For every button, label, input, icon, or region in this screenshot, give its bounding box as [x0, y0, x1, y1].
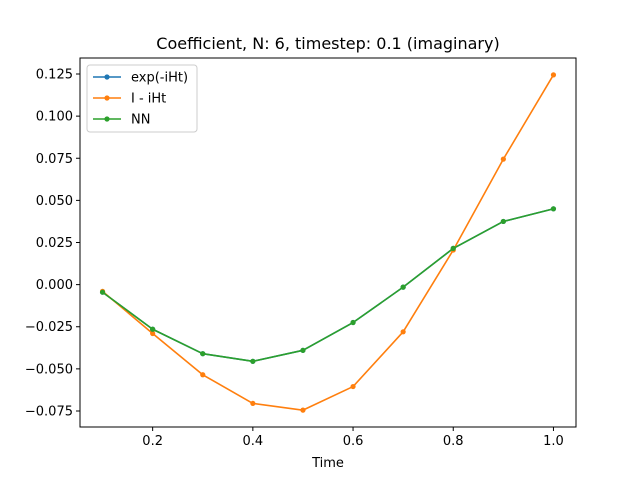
x-tick-label-1: 0.4 — [243, 434, 264, 449]
data-point-1-6 — [400, 329, 406, 335]
data-point-2-4 — [300, 347, 306, 353]
y-tick-label-5: 0.050 — [36, 194, 73, 209]
y-tick-label-1: −0.050 — [25, 362, 73, 377]
series-line-2 — [101, 207, 555, 363]
data-point-2-6 — [400, 284, 406, 290]
data-point-2-1 — [150, 326, 156, 332]
y-tick-label-2: −0.025 — [25, 320, 73, 335]
data-point-2-2 — [200, 351, 206, 357]
data-point-2-3 — [250, 358, 256, 364]
y-tick-label-0: −0.075 — [25, 404, 73, 419]
legend-marker-2 — [104, 116, 110, 122]
legend-marker-1 — [104, 95, 110, 101]
data-point-2-9 — [550, 206, 557, 212]
series-line-1 — [101, 73, 555, 411]
legend-box — [86, 64, 198, 133]
y-tick-label-4: 0.025 — [36, 236, 73, 251]
plot-layer: 0.2 0.4 0.6 0.8 1.0 −0.075 −0.050 −0.025 0.000 0.… — [25, 57, 577, 449]
data-point-2-0 — [99, 289, 106, 295]
data-point-1-5 — [350, 383, 356, 390]
legend-label-0: exp(-iHt) — [131, 71, 188, 86]
data-point-2-8 — [500, 218, 506, 225]
data-point-1-8 — [500, 156, 506, 162]
y-tick-label-7: 0.100 — [36, 110, 73, 125]
legend-label-2: NN — [131, 113, 150, 128]
legend-marker-0 — [104, 74, 110, 80]
data-point-1-4 — [300, 407, 306, 413]
y-tick-label-8: 0.125 — [36, 68, 73, 83]
y-tick-label-6: 0.075 — [36, 152, 73, 167]
x-tick-label-0: 0.2 — [142, 434, 163, 449]
data-point-2-7 — [450, 245, 456, 251]
data-point-1-3 — [250, 400, 256, 407]
x-tick-label-3: 0.8 — [443, 434, 464, 449]
y-tick-label-3: 0.000 — [36, 278, 73, 293]
chart-title: Coefficient, N: 6, timestep: 0.1 (imagin… — [156, 34, 499, 53]
data-point-2-5 — [350, 319, 356, 326]
data-point-1-2 — [200, 372, 206, 378]
legend: exp(-iHt) I - iHt NN — [86, 64, 198, 133]
legend-label-1: I - iHt — [131, 92, 166, 107]
data-point-1-1 — [150, 330, 156, 337]
x-tick-label-4: 1.0 — [543, 434, 564, 449]
x-axis-label: Time — [311, 456, 344, 471]
x-tick-label-2: 0.6 — [343, 434, 364, 449]
data-point-1-9 — [550, 72, 557, 78]
